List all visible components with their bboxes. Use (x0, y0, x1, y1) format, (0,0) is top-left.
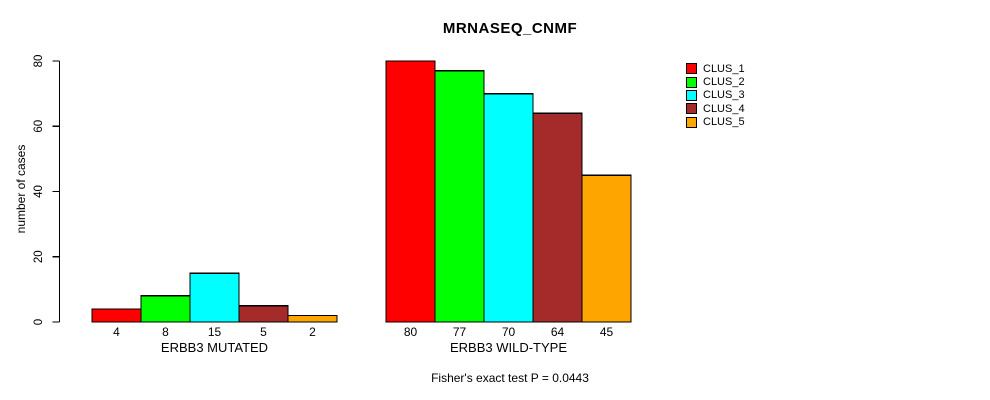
y-tick-label: 20 (33, 250, 45, 263)
bar-erbb3-mutated-clus_4 (238, 304, 289, 323)
y-tick-label: 0 (33, 319, 45, 325)
legend-color-swatch (686, 76, 697, 88)
bar-erbb3-wild-type-clus_1 (385, 60, 436, 323)
legend-item-label: CLUS_4 (703, 102, 745, 115)
bar-erbb3-mutated-clus_1 (91, 308, 142, 323)
bar-value-label: 15 (208, 325, 222, 339)
x-group-label: ERBB3 WILD-TYPE (450, 340, 567, 355)
legend-item-label: CLUS_5 (703, 116, 745, 129)
legend-item-clus_5: CLUS_5 (686, 116, 745, 129)
bar-erbb3-mutated-clus_3 (189, 272, 240, 323)
bar-value-label: 64 (551, 325, 565, 339)
bar-erbb3-mutated-clus_2 (140, 295, 191, 323)
bar-value-label: 80 (404, 325, 418, 339)
y-tick-label: 40 (33, 185, 45, 198)
legend-item-label: CLUS_3 (703, 89, 745, 102)
legend-item-clus_4: CLUS_4 (686, 102, 745, 115)
bar-erbb3-wild-type-clus_5 (581, 174, 632, 323)
bar-erbb3-mutated-clus_5 (287, 314, 338, 323)
fisher-test-annotation: Fisher's exact test P = 0.0443 (431, 371, 589, 385)
bar-value-label: 45 (600, 325, 614, 339)
legend: CLUS_1 CLUS_2 CLUS_3 CLUS_4 CLUS_5 (686, 62, 745, 129)
bar-value-label: 70 (502, 325, 516, 339)
legend-color-swatch (686, 89, 697, 101)
bar-value-label: 2 (309, 325, 316, 339)
bar-value-label: 5 (260, 325, 267, 339)
bar-erbb3-wild-type-clus_4 (532, 112, 583, 323)
bar-erbb3-wild-type-clus_3 (483, 92, 534, 323)
bar-value-label: 77 (453, 325, 467, 339)
y-tick-label: 60 (33, 120, 45, 133)
bar-value-label: 8 (162, 325, 169, 339)
x-group-label: ERBB3 MUTATED (161, 340, 268, 355)
legend-color-swatch (686, 116, 697, 128)
bar-erbb3-wild-type-clus_2 (434, 70, 485, 323)
legend-color-swatch (686, 63, 697, 75)
legend-item-clus_2: CLUS_2 (686, 75, 745, 88)
legend-item-clus_1: CLUS_1 (686, 62, 745, 75)
y-tick-label: 80 (33, 55, 45, 68)
legend-item-label: CLUS_2 (703, 76, 745, 89)
legend-item-label: CLUS_1 (703, 62, 745, 75)
legend-item-clus_3: CLUS_3 (686, 89, 745, 102)
bar-value-label: 4 (113, 325, 120, 339)
chart-title: MRNASEQ_CNMF (442, 20, 578, 37)
legend-color-swatch (686, 103, 697, 115)
